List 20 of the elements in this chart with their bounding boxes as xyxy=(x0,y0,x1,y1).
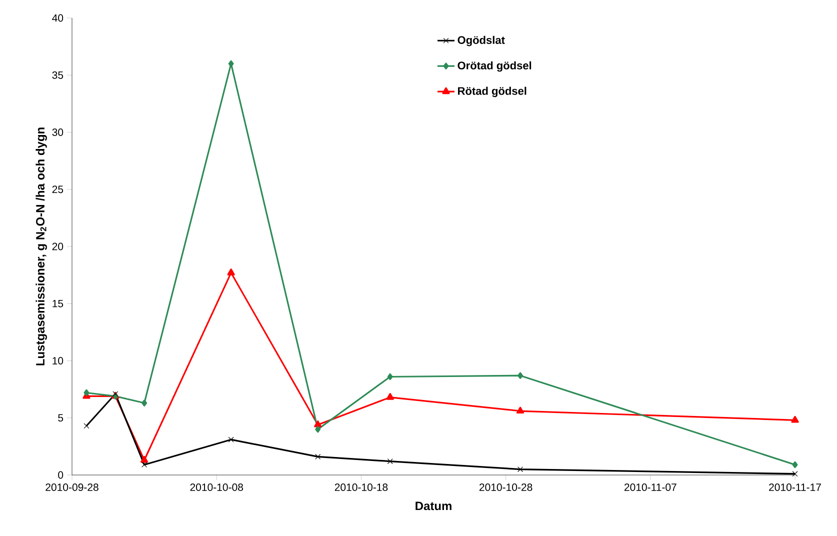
y-axis-title: Lustgasemissioner, g N$_{2}$O-N /ha och dygn xyxy=(36,128,47,366)
y-tick-label: 25 xyxy=(52,186,64,194)
x-tick-label: 2010-11-17 xyxy=(769,484,821,491)
x-tick-label: 2010-11-07 xyxy=(624,484,676,491)
y-tick-label: 40 xyxy=(52,14,64,22)
legend-label: Rötad gödsel xyxy=(458,86,526,98)
x-tick-label: 2010-10-28 xyxy=(479,484,532,491)
y-tick-label: 15 xyxy=(52,300,64,308)
x-tick-label: 2010-09-28 xyxy=(46,484,98,491)
y-tick-label: 30 xyxy=(52,128,64,136)
y-tick-label: 0 xyxy=(58,471,64,479)
y-tick-label: 35 xyxy=(52,71,64,79)
legend-label: Orötad gödsel xyxy=(458,61,532,72)
x-axis-title: Datum xyxy=(416,502,452,510)
x-tick-label: 2010-10-08 xyxy=(190,484,244,491)
legend-label: Ogödslat xyxy=(458,36,505,46)
x-tick-label: 2010-10-18 xyxy=(334,484,388,491)
y-tick-label: 10 xyxy=(52,357,64,364)
y-tick-label: 20 xyxy=(52,242,64,250)
y-tick-label: 5 xyxy=(58,414,64,422)
